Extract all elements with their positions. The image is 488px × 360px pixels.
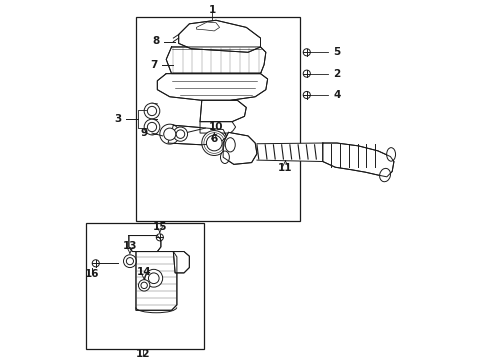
Ellipse shape [225, 138, 235, 152]
Polygon shape [136, 252, 177, 310]
Circle shape [303, 70, 310, 77]
Text: 4: 4 [333, 90, 340, 100]
Circle shape [144, 119, 160, 135]
Circle shape [144, 103, 160, 119]
Polygon shape [129, 235, 161, 252]
Text: 8: 8 [152, 36, 160, 46]
Text: 5: 5 [333, 47, 340, 57]
Text: 10: 10 [208, 122, 223, 132]
Circle shape [303, 49, 310, 56]
Circle shape [141, 282, 147, 289]
Circle shape [126, 258, 133, 265]
Polygon shape [223, 132, 256, 165]
Text: 7: 7 [150, 60, 157, 70]
Text: 2: 2 [333, 69, 340, 78]
Text: 3: 3 [114, 114, 122, 124]
Ellipse shape [220, 151, 229, 163]
Circle shape [147, 106, 156, 116]
Circle shape [123, 255, 136, 267]
Polygon shape [168, 125, 226, 145]
Circle shape [206, 135, 222, 151]
Polygon shape [178, 20, 260, 52]
Text: 1: 1 [208, 5, 216, 15]
Text: 11: 11 [278, 163, 292, 173]
Polygon shape [173, 252, 189, 273]
Circle shape [147, 122, 156, 132]
Polygon shape [157, 74, 267, 100]
Circle shape [202, 131, 226, 156]
Text: 6: 6 [210, 134, 218, 144]
Polygon shape [196, 22, 219, 31]
Polygon shape [166, 47, 265, 74]
Ellipse shape [379, 168, 390, 182]
Text: 16: 16 [85, 269, 99, 279]
Circle shape [138, 280, 149, 291]
Bar [136, 17, 299, 221]
Text: 13: 13 [122, 241, 137, 251]
Text: 14: 14 [137, 267, 151, 277]
Text: 9: 9 [140, 128, 147, 138]
Circle shape [173, 127, 187, 141]
Circle shape [176, 130, 184, 138]
Circle shape [156, 234, 163, 241]
Circle shape [144, 269, 163, 287]
Polygon shape [200, 100, 246, 122]
Text: 15: 15 [152, 222, 167, 231]
Circle shape [160, 124, 180, 144]
Circle shape [148, 273, 159, 284]
Polygon shape [228, 132, 386, 171]
Polygon shape [322, 143, 393, 177]
Ellipse shape [386, 148, 395, 161]
Bar [86, 223, 203, 350]
Circle shape [92, 260, 99, 267]
Circle shape [163, 128, 176, 140]
Text: 12: 12 [136, 349, 150, 359]
Polygon shape [200, 122, 235, 133]
Circle shape [303, 91, 310, 99]
